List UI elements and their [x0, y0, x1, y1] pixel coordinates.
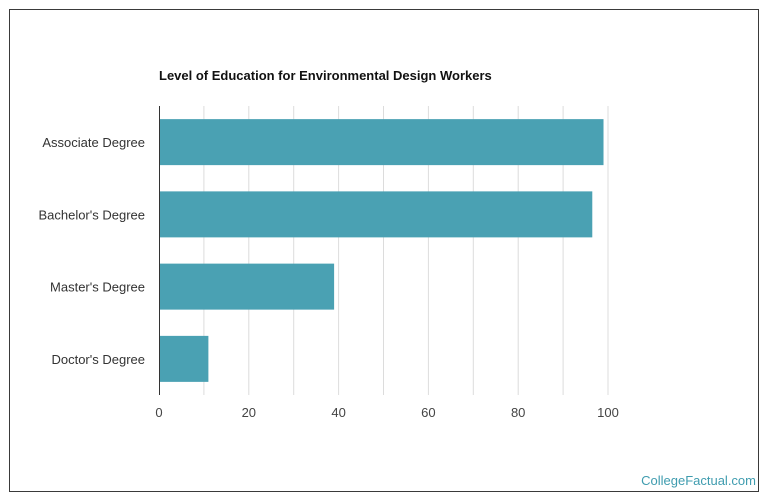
bar — [159, 119, 604, 166]
chart-title: Level of Education for Environmental Des… — [159, 68, 492, 83]
x-tick-label: 20 — [242, 405, 256, 420]
x-tick-label: 80 — [511, 405, 525, 420]
category-label: Master's Degree — [50, 280, 145, 295]
category-label: Doctor's Degree — [51, 352, 145, 367]
source-credit[interactable]: CollegeFactual.com — [641, 473, 756, 488]
category-label: Bachelor's Degree — [38, 207, 145, 222]
bar — [159, 263, 335, 310]
x-tick-label: 0 — [155, 405, 162, 420]
x-tick-label: 60 — [421, 405, 435, 420]
x-tick-label: 100 — [597, 405, 619, 420]
category-label: Associate Degree — [42, 135, 145, 150]
bar — [159, 191, 593, 238]
bar — [159, 335, 209, 382]
x-tick-label: 40 — [331, 405, 345, 420]
